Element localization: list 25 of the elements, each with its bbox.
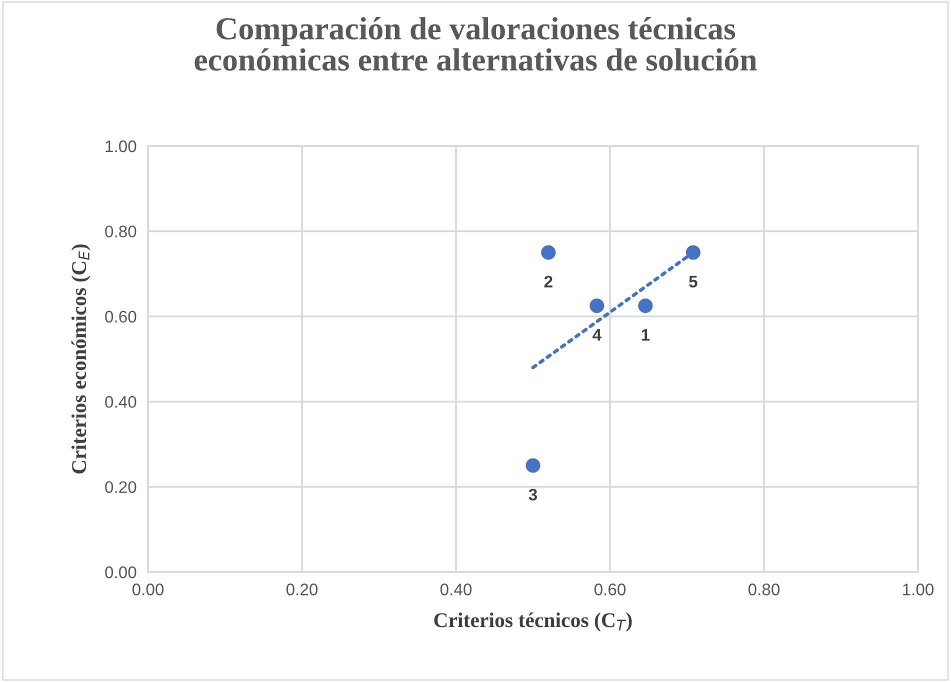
y-tick-label: 0.60 [105,310,136,323]
point [638,298,653,314]
x-tick-label: 0.20 [286,584,318,596]
chart-title: Comparación de valoraciones técnicas económicas entre alternativas de solución [194,17,757,71]
y-tick-label: 0.20 [105,481,136,494]
y-tick-label: 1.00 [106,140,136,152]
y-tick-label: 0.80 [105,226,136,238]
annotation: 5 [689,276,698,288]
x-tick-label: 0.00 [132,584,164,596]
x-tick-label: 0.80 [748,584,780,596]
annotation: 2 [544,276,552,288]
y-tick-label: 0.00 [105,566,136,578]
point [526,458,540,473]
x-axis-title: Criterios técnicos (C$_{T}$) [434,612,632,632]
annotation: 3 [528,488,538,501]
y-tick-label: 0.40 [105,396,136,408]
x-tick-label: 1.00 [903,584,934,596]
point [590,298,604,314]
x-tick-label: 0.60 [594,584,626,596]
annotation: 1 [642,329,650,341]
y-axis-title: Criterios económicos (C$_{E}$) [71,244,90,474]
x-tick-label: 0.40 [440,584,472,596]
point [686,245,700,260]
annotation: 4 [592,329,602,341]
point [541,245,556,260]
